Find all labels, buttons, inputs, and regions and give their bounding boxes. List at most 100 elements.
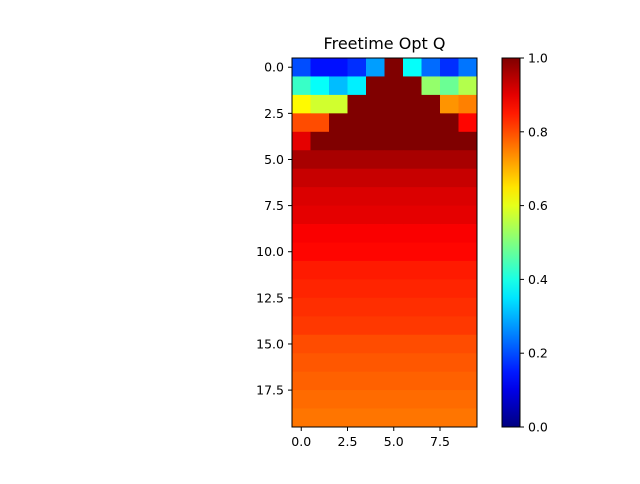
heatmap-cell: [440, 316, 459, 336]
heatmap-cell: [310, 131, 330, 151]
heatmap-cell: [384, 131, 404, 151]
heatmap-cell: [458, 76, 478, 96]
heatmap-cell: [347, 94, 367, 114]
heatmap-cell: [403, 371, 422, 391]
heatmap-cell: [458, 334, 478, 354]
colorbar-frame: [501, 57, 521, 428]
heatmap-cell: [403, 76, 422, 96]
heatmap-cell: [421, 390, 441, 409]
heatmap-cell: [366, 58, 385, 77]
heatmap-cell: [329, 297, 348, 317]
heatmap-cell: [292, 279, 311, 299]
heatmap-cell: [366, 260, 385, 280]
heatmap-cell: [329, 187, 348, 206]
heatmap-cell: [347, 390, 367, 409]
heatmap-cell: [347, 260, 367, 280]
heatmap-cell: [347, 168, 367, 188]
heatmap-cell: [403, 94, 422, 114]
heatmap-cell: [421, 408, 441, 428]
heatmap-cell: [347, 224, 367, 243]
heatmap-cell: [347, 113, 367, 133]
heatmap-cell: [458, 58, 478, 77]
heatmap-cell: [403, 150, 422, 170]
heatmap-cell: [310, 242, 330, 262]
heatmap-cell: [384, 205, 404, 225]
heatmap-cell: [384, 316, 404, 336]
heatmap-cell: [421, 168, 441, 188]
heatmap-cell: [421, 131, 441, 151]
x-tick-label: 5.0: [384, 434, 404, 449]
heatmap-cell: [347, 353, 367, 373]
heatmap-cell: [384, 408, 404, 428]
heatmap-cell: [292, 187, 311, 206]
heatmap-cell: [458, 279, 478, 299]
heatmap-cell: [347, 242, 367, 262]
heatmap-cell: [421, 113, 441, 133]
heatmap-cell: [366, 316, 385, 336]
heatmap-cell: [384, 168, 404, 188]
y-tick-label: 7.5: [264, 198, 284, 213]
heatmap-cell: [421, 150, 441, 170]
heatmap-cell: [440, 205, 459, 225]
heatmap-cell: [458, 297, 478, 317]
heatmap-cell: [440, 279, 459, 299]
heatmap-cell: [458, 371, 478, 391]
heatmap-cell: [347, 76, 367, 96]
colorbar: [502, 58, 520, 427]
heatmap-cell: [347, 205, 367, 225]
heatmap-cell: [310, 94, 330, 114]
heatmap-cell: [366, 187, 385, 206]
heatmap-cell: [329, 205, 348, 225]
y-axis: 0.0 2.5 5.0 7.5 10.0 12.5 15.0 17.5: [256, 60, 292, 398]
heatmap-cell: [421, 205, 441, 225]
heatmap-cell: [292, 260, 311, 280]
heatmap-cell: [421, 224, 441, 243]
heatmap-cell: [329, 150, 348, 170]
heatmap-cell: [292, 390, 311, 409]
heatmap-cell: [440, 297, 459, 317]
heatmap-cell: [440, 150, 459, 170]
heatmap-cell: [421, 76, 441, 96]
heatmap-cell: [458, 408, 478, 428]
heatmap-cell: [310, 279, 330, 299]
heatmap-cell: [440, 168, 459, 188]
heatmap-cell: [347, 58, 367, 77]
heatmap-cell: [458, 131, 478, 151]
heatmap-cell: [440, 353, 459, 373]
heatmap-cell: [310, 297, 330, 317]
heatmap-cell: [403, 168, 422, 188]
heatmap-cell: [384, 94, 404, 114]
heatmap-cell: [329, 279, 348, 299]
heatmap-cell: [347, 334, 367, 354]
y-tick-label: 15.0: [256, 336, 284, 351]
heatmap-cell: [292, 76, 311, 96]
heatmap-cell: [329, 76, 348, 96]
x-axis: 0.0 2.5 5.0 7.5: [291, 427, 450, 449]
heatmap-cell: [384, 58, 404, 77]
heatmap-cell: [329, 260, 348, 280]
heatmap-cell: [403, 334, 422, 354]
heatmap-cell: [329, 131, 348, 151]
heatmap-cell: [310, 224, 330, 243]
heatmap-cell: [384, 224, 404, 243]
heatmap-cell: [292, 94, 311, 114]
heatmap-cell: [458, 316, 478, 336]
heatmap-cell: [458, 224, 478, 243]
heatmap-cell: [421, 94, 441, 114]
heatmap-cell: [366, 150, 385, 170]
heatmap-cell: [458, 260, 478, 280]
heatmap-cell: [310, 58, 330, 77]
colorbar-axis: 0.0 0.2 0.4 0.6 0.8 1.0: [520, 51, 548, 435]
heatmap-cell: [347, 371, 367, 391]
heatmap-cell: [440, 76, 459, 96]
heatmap-cell: [403, 353, 422, 373]
heatmap-cell: [440, 187, 459, 206]
heatmap-cell: [366, 371, 385, 391]
heatmap-cell: [347, 131, 367, 151]
heatmap-cell: [458, 353, 478, 373]
heatmap-cell: [329, 168, 348, 188]
heatmap-cell: [440, 390, 459, 409]
heatmap-cell: [458, 390, 478, 409]
heatmap-cell: [421, 297, 441, 317]
